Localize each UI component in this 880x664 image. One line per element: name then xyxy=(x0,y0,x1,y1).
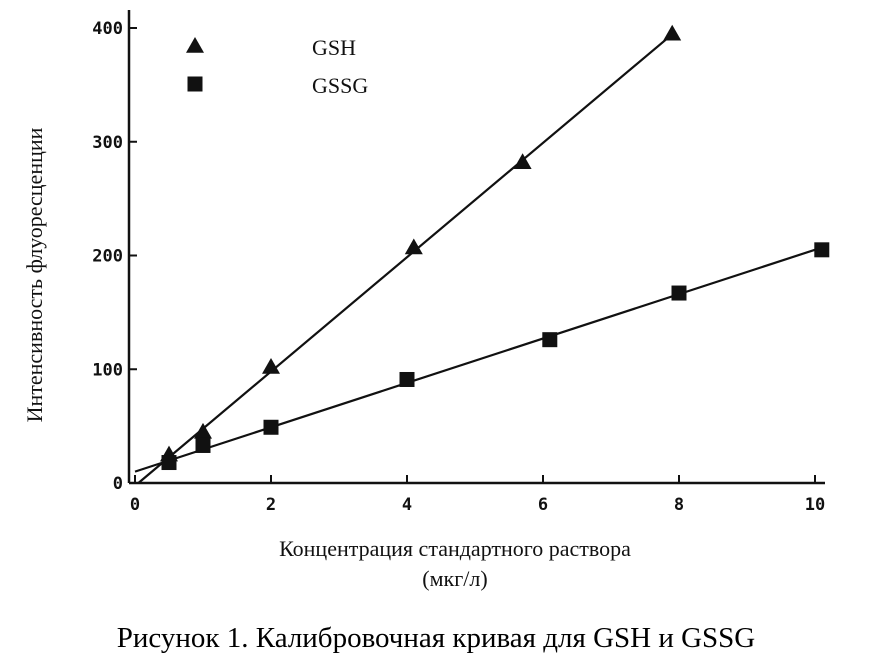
x-tick-label: 2 xyxy=(266,495,276,515)
x-axis-unit: (мкг/л) xyxy=(422,566,487,591)
data-point-gsh xyxy=(663,24,682,41)
fit-line-gssg xyxy=(134,246,823,473)
data-point-gssg xyxy=(671,285,687,301)
data-point-gssg xyxy=(195,437,211,453)
data-point-gsh xyxy=(513,153,532,169)
data-point-gssg xyxy=(161,455,177,471)
data-point-gssg xyxy=(814,242,830,258)
legend-label-gssg: GSSG xyxy=(312,73,368,98)
legend-label-gsh: GSH xyxy=(312,35,356,60)
y-tick-label: 300 xyxy=(92,133,123,153)
data-point-gssg xyxy=(399,371,415,387)
legend-marker-gssg xyxy=(187,76,203,92)
data-point-gsh xyxy=(194,422,212,439)
y-tick-label: 100 xyxy=(92,360,123,380)
y-tick-label: 0 xyxy=(113,474,123,494)
x-tick-label: 4 xyxy=(402,495,412,515)
y-axis-title: Интенсивность флуоресценции xyxy=(22,127,47,422)
x-tick-label: 6 xyxy=(538,495,548,515)
figure-caption: Рисунок 1. Калибровочная кривая для GSH … xyxy=(117,622,756,654)
x-ticks: 0 2 4 6 8 10 xyxy=(130,475,825,515)
data-point-gssg xyxy=(263,419,279,435)
y-ticks: 0 100 200 300 400 xyxy=(92,19,137,494)
data-point-gsh xyxy=(404,238,423,255)
y-tick-label: 200 xyxy=(92,247,123,267)
y-tick-label: 400 xyxy=(92,19,123,39)
data-markers xyxy=(160,24,830,471)
x-tick-label: 10 xyxy=(805,495,825,515)
data-point-gsh xyxy=(262,357,280,374)
fit-line-gsh xyxy=(137,30,677,484)
legend-marker-gsh xyxy=(186,37,204,53)
x-axis-title: Концентрация стандартного раствора xyxy=(279,536,631,561)
legend: GSH GSSG xyxy=(186,35,368,98)
axes xyxy=(127,10,825,485)
data-point-gssg xyxy=(542,332,558,348)
x-tick-label: 0 xyxy=(130,495,140,515)
x-tick-label: 8 xyxy=(674,495,684,515)
fit-lines xyxy=(134,30,823,484)
